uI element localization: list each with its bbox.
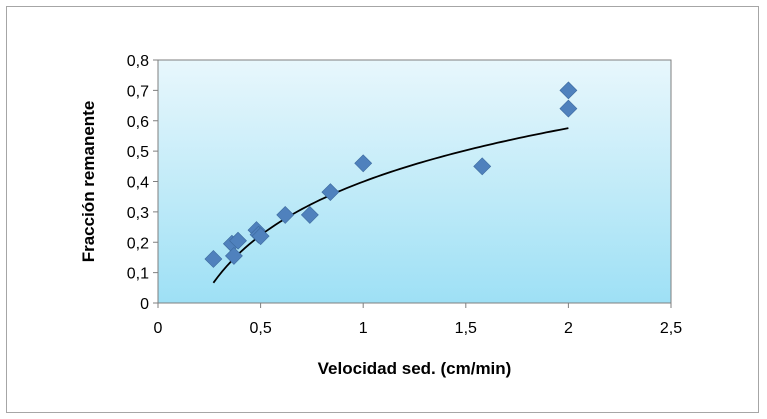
data-point-diamond bbox=[251, 227, 270, 246]
data-point-diamond bbox=[300, 205, 319, 224]
x-axis-ticks: 0 0,5 1 1,5 2 2,5 bbox=[154, 303, 682, 337]
data-point-diamond bbox=[229, 231, 247, 250]
data-point-diamond bbox=[473, 157, 492, 176]
y-tick-label: 0,6 bbox=[127, 114, 149, 131]
plot-area bbox=[157, 59, 672, 304]
trendline bbox=[212, 127, 569, 284]
data-points bbox=[204, 81, 578, 268]
data-point-diamond bbox=[354, 154, 373, 173]
y-tick-label: 0,8 bbox=[127, 53, 149, 70]
x-tick-label: 0,5 bbox=[249, 320, 271, 337]
x-tick-label: 1,5 bbox=[455, 320, 477, 337]
y-tick-label: 0 bbox=[140, 296, 149, 313]
y-tick-label: 0,2 bbox=[127, 235, 149, 252]
x-axis-title: Velocidad sed. (cm/min) bbox=[318, 359, 512, 378]
x-tick-label: 2,5 bbox=[660, 320, 682, 337]
data-point-diamond bbox=[276, 205, 295, 224]
x-tick-label: 2 bbox=[564, 320, 573, 337]
y-tick-label: 0,7 bbox=[127, 83, 149, 100]
data-point-diamond bbox=[321, 183, 340, 202]
data-point-diamond bbox=[559, 99, 578, 118]
y-tick-label: 0,4 bbox=[127, 175, 149, 192]
x-tick-label: 1 bbox=[359, 320, 368, 337]
data-point-diamond bbox=[204, 250, 223, 268]
y-axis-ticks: 0 0,1 0,2 0,3 0,4 0,5 0,6 0,7 0,8 bbox=[127, 53, 158, 313]
y-tick-label: 0,5 bbox=[127, 144, 149, 161]
x-tick-label: 0 bbox=[154, 320, 163, 337]
y-tick-label: 0,1 bbox=[127, 266, 149, 283]
y-tick-label: 0,3 bbox=[127, 205, 149, 222]
y-axis-title: Fracción remanente bbox=[79, 101, 98, 263]
data-point-diamond bbox=[559, 81, 578, 100]
data-point-diamond bbox=[224, 246, 243, 265]
